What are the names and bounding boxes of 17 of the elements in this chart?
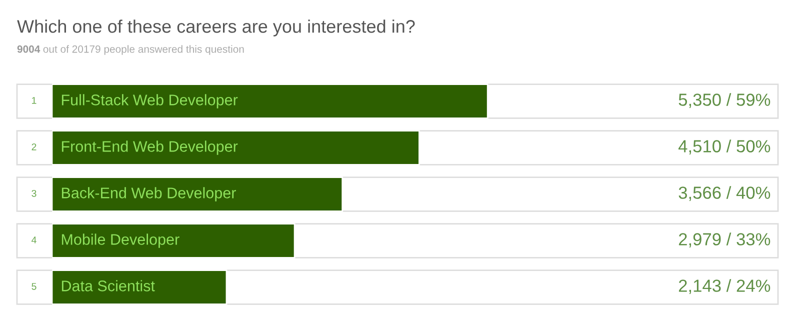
y-tick-label: Back-End Web Developer xyxy=(62,187,236,202)
y-tick-label: Full-Stack Web Developer xyxy=(62,94,238,108)
text: 4 xyxy=(32,236,36,244)
data-label: 4,510 / 50% xyxy=(678,140,770,154)
data-label: 2,143 / 24% xyxy=(678,279,770,294)
chart-subtitle: 9004 out of 20179 people answered this question xyxy=(17,45,244,55)
text: 1 xyxy=(32,97,36,104)
y-tick-label: Mobile Developer xyxy=(62,234,180,248)
data-label: 5,350 / 59% xyxy=(678,93,770,108)
text: 5 xyxy=(32,283,36,290)
y-tick-label: Data Scientist xyxy=(62,280,155,292)
text: 2 xyxy=(32,143,36,150)
text: 3 xyxy=(32,190,36,197)
y-tick-label: Front-End Web Developer xyxy=(62,140,238,155)
data-label: 3,566 / 40% xyxy=(678,186,770,201)
data-label: 2,979 / 33% xyxy=(678,232,770,248)
chart-title: Which one of these careers are you interested in? xyxy=(17,20,415,36)
